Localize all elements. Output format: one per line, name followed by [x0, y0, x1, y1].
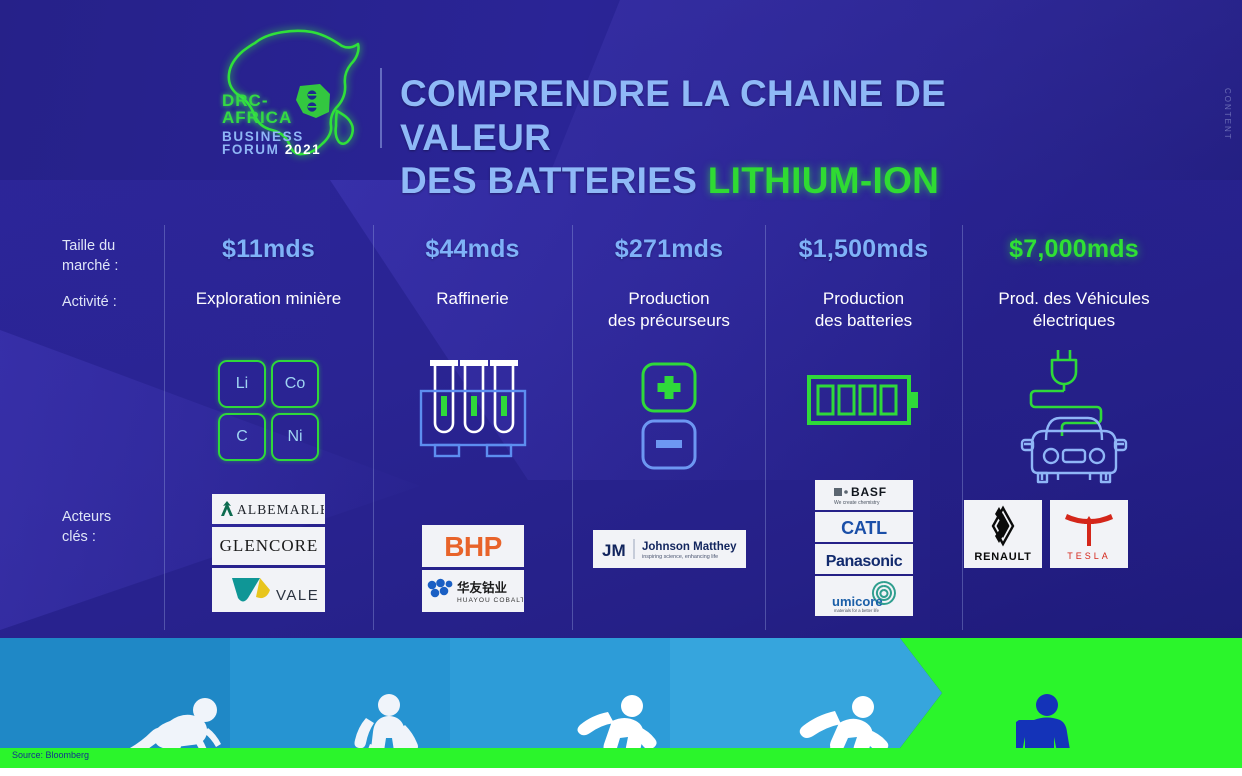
- brand-line-3: BUSINESS: [222, 128, 304, 144]
- svg-text:华友钴业: 华友钴业: [457, 580, 508, 595]
- bottom-padding: [0, 768, 1242, 776]
- actors-logo-list: RENAULT TESLA: [964, 500, 1184, 568]
- actors-logo-list: BASF We create chemistry CATL Panasonic: [767, 480, 960, 616]
- svg-text:inspiring science, enhancing l: inspiring science, enhancing life: [642, 554, 718, 560]
- column-divider: [572, 225, 573, 630]
- element-tile-li: Li: [218, 359, 266, 408]
- johnson-matthey-logo: JM Johnson Matthey inspiring science, en…: [592, 530, 746, 568]
- brand-line-1: DRC-: [222, 91, 269, 110]
- market-size-value: $44mds: [425, 235, 520, 263]
- svg-text:We create chemistry: We create chemistry: [834, 500, 880, 506]
- svg-text:HUAYOU COBALT: HUAYOU COBALT: [457, 597, 523, 604]
- column-divider: [373, 225, 374, 630]
- catl-logo: CATL: [814, 512, 913, 542]
- umicore-logo: umicore materials for a better life: [814, 576, 913, 616]
- source-bar: [0, 748, 1242, 768]
- element-tile-c: C: [218, 412, 266, 461]
- element-tile-ni: Ni: [271, 412, 319, 461]
- activity-label: Production des précurseurs: [608, 289, 730, 331]
- tesla-logo: TESLA: [1050, 500, 1128, 568]
- value-chain-table: Taille du marché : Activité : Acteurs cl…: [0, 195, 1242, 640]
- periodic-elements-icon: Li Co C Ni: [166, 345, 371, 475]
- market-size-value: $1,500mds: [798, 235, 929, 263]
- panasonic-logo: Panasonic: [814, 544, 913, 574]
- element-tile-co: Co: [271, 359, 319, 408]
- title-divider: [380, 68, 382, 148]
- title-line-1: COMPRENDRE LA CHAINE DE VALEUR: [400, 73, 947, 158]
- market-size-value: $7,000mds: [1009, 235, 1139, 263]
- brand-line-4: FORUM 2021: [222, 142, 322, 158]
- brand-wordmark: DRC- AFRICA BUSINESS FORUM 2021: [222, 92, 332, 157]
- svg-text:Panasonic: Panasonic: [825, 553, 902, 570]
- ev-charging-icon: [964, 340, 1184, 485]
- activity-label: Prod. des Véhicules électriques: [998, 289, 1150, 331]
- column-divider: [765, 225, 766, 630]
- svg-text:JM: JM: [602, 541, 626, 560]
- svg-text:ALBEMARLE: ALBEMARLE: [237, 502, 324, 517]
- stage-column-exploration: $11mds Exploration minière Li Co C Ni AL…: [166, 195, 371, 640]
- bhp-logo: BHP: [421, 525, 524, 567]
- actors-logo-list: ALBEMARLE GLENCORE VALE: [166, 494, 371, 612]
- actors-logo-list: JM Johnson Matthey inspiring science, en…: [574, 530, 764, 568]
- chevron-stage-crawl: [0, 638, 272, 771]
- svg-text:materials for a better life: materials for a better life: [834, 608, 880, 613]
- chevron-stage-stand: [900, 638, 1242, 776]
- watermark-text: CONTENT: [1223, 88, 1232, 141]
- market-size-value: $271mds: [614, 235, 724, 263]
- market-size-value: $11mds: [222, 235, 315, 263]
- page-title: COMPRENDRE LA CHAINE DE VALEUR DES BATTE…: [400, 72, 1100, 203]
- vale-logo: VALE: [212, 568, 325, 612]
- svg-text:BHP: BHP: [444, 531, 502, 562]
- huayou-cobalt-logo: 华友钴业 HUAYOU COBALT: [421, 570, 524, 612]
- source-label: Source: Bloomberg: [12, 750, 90, 760]
- column-divider: [962, 225, 963, 630]
- svg-text:VALE: VALE: [276, 587, 319, 604]
- stage-column-refinery: $44mds Raffinerie: [375, 195, 570, 640]
- svg-text:GLENCORE: GLENCORE: [219, 536, 318, 555]
- svg-text:BASF: BASF: [851, 485, 887, 499]
- activity-label: Exploration minière: [195, 289, 342, 308]
- progress-chevron-strip: [0, 638, 1242, 776]
- svg-text:Johnson Matthey: Johnson Matthey: [642, 541, 737, 553]
- activity-label: Production des batteries: [814, 289, 913, 331]
- brand-year: 2021: [284, 142, 322, 158]
- row-label-market-size: Taille du marché :: [62, 238, 119, 274]
- stage-column-electric-vehicles: $7,000mds Prod. des Véhicules électrique…: [964, 195, 1184, 640]
- svg-text:CATL: CATL: [841, 518, 887, 538]
- basf-logo: BASF We create chemistry: [814, 480, 913, 510]
- header: DRC- AFRICA BUSINESS FORUM 2021 COMPREND…: [0, 0, 1242, 201]
- stage-column-batteries: $1,500mds Production des batteries: [767, 195, 960, 640]
- brand-line-2: AFRICA: [222, 108, 293, 128]
- albemarle-logo: ALBEMARLE: [212, 494, 325, 524]
- activity-label: Raffinerie: [436, 289, 509, 308]
- battery-icon: [767, 345, 960, 455]
- svg-text:RENAULT: RENAULT: [974, 551, 1031, 563]
- plus-minus-icon: [574, 353, 764, 483]
- row-label-column: Taille du marché : Activité : Acteurs cl…: [62, 195, 172, 640]
- glencore-logo: GLENCORE: [212, 527, 325, 565]
- row-label-actors: Acteurs clés :: [62, 509, 112, 545]
- svg-text:TESLA: TESLA: [1067, 551, 1111, 561]
- row-label-activity: Activité :: [62, 294, 117, 310]
- actors-logo-list: BHP 华友钴业 HUAYOU COBALT: [375, 525, 570, 612]
- renault-logo: RENAULT: [964, 500, 1042, 568]
- test-tubes-rack-icon: [375, 345, 570, 475]
- stage-column-precursors: $271mds Production des précurseurs JM: [574, 195, 764, 640]
- svg-text:umicore: umicore: [832, 594, 883, 609]
